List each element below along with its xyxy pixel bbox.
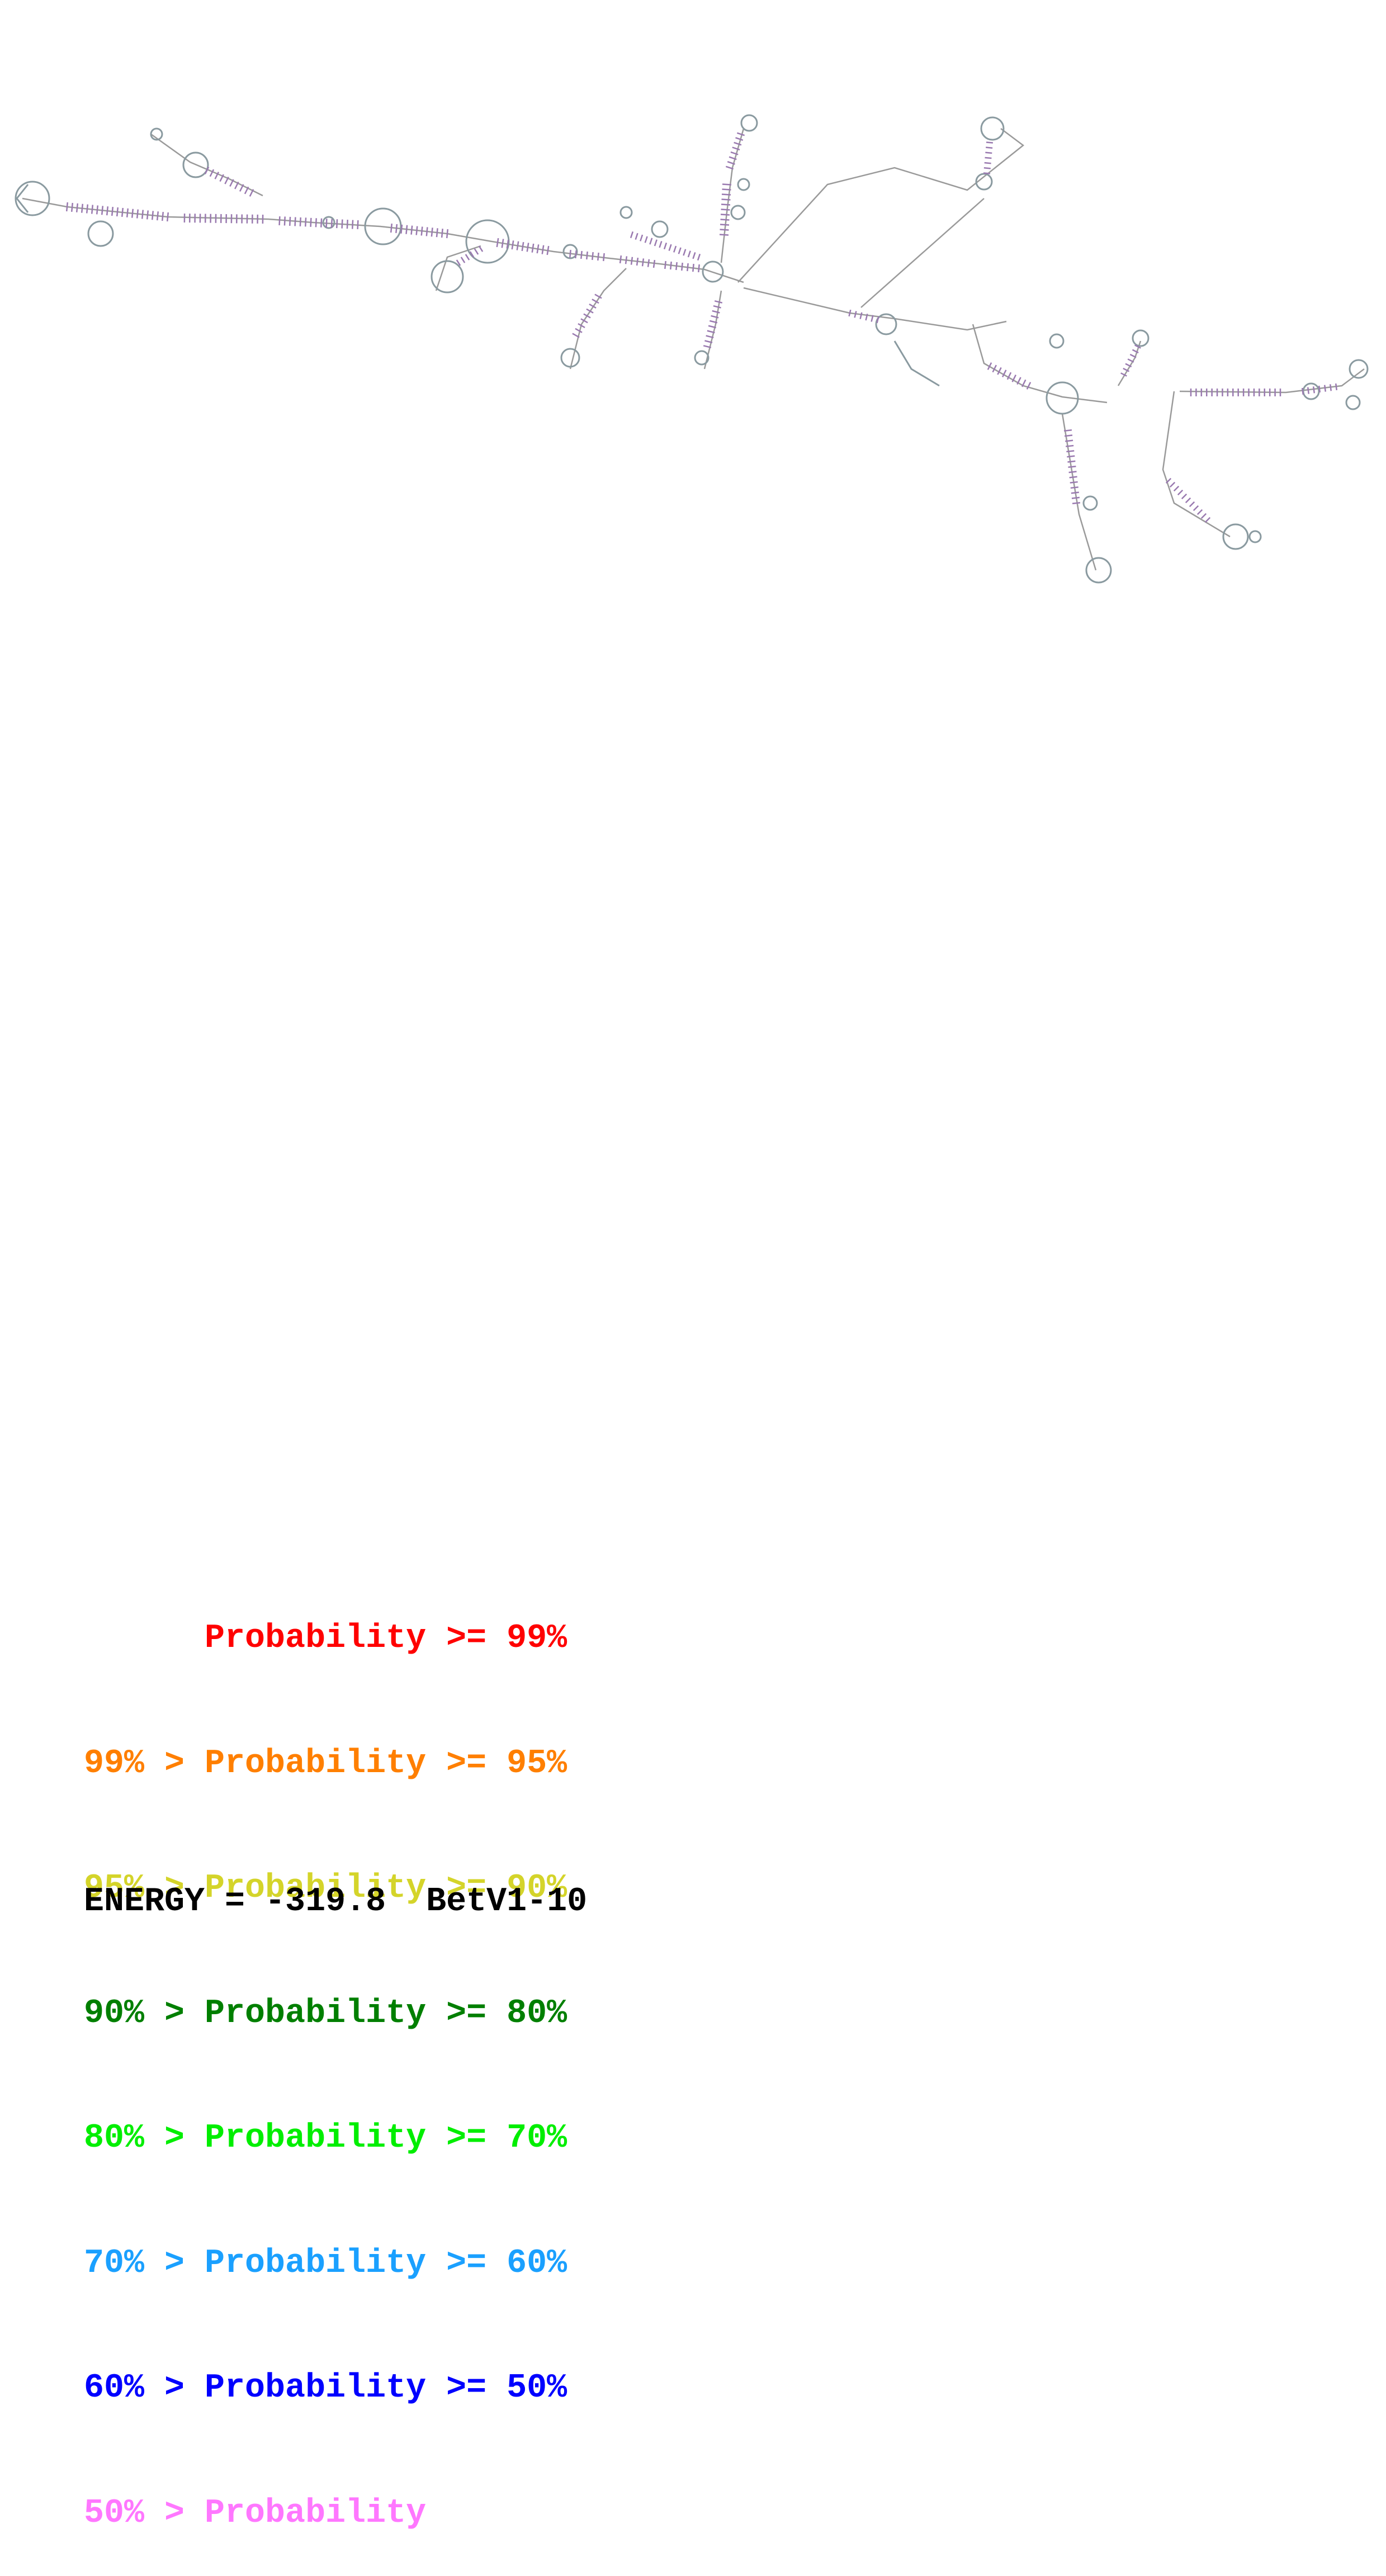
structure-stems (67, 133, 1337, 522)
structure-loop (738, 179, 749, 190)
structure-loop (741, 115, 757, 131)
structure-loop (652, 221, 668, 237)
structure-stem (631, 231, 700, 260)
legend-row-80-90: 90% > Probability >= 80% (84, 1993, 567, 2035)
structure-loop (1250, 531, 1261, 542)
branch-mid-down (436, 246, 481, 291)
sequence-name: BetV1-10 (426, 1883, 587, 1921)
connector-top (738, 129, 1023, 282)
energy-value: ENERGY = -319.8 (84, 1883, 386, 1921)
structure-loop (1223, 524, 1248, 549)
structure-loop (88, 221, 113, 246)
structure-stem (497, 238, 548, 255)
structure-stem (665, 261, 699, 272)
branch-right-up (1118, 341, 1141, 386)
structure-stem (988, 363, 1030, 390)
branch-ul (151, 134, 263, 196)
spine-left (22, 198, 744, 282)
structure-loop (1050, 334, 1063, 348)
structure-loop (1350, 360, 1368, 378)
structure-stem (457, 246, 483, 266)
structure-loop (16, 182, 49, 215)
structure-loop (1133, 330, 1148, 346)
branch-far-right (1163, 391, 1230, 537)
legend-row-lt50: 50% > Probability (84, 2493, 567, 2535)
structure-loop (1084, 496, 1097, 510)
structure-stem (726, 133, 744, 169)
legend-row-50-60: 60% > Probability >= 50% (84, 2367, 567, 2409)
hairpin-tail (895, 341, 939, 386)
structure-loops (16, 115, 1368, 583)
legend-row-60-70: 70% > Probability >= 60% (84, 2243, 567, 2285)
probability-legend: Probability >= 99% 99% > Probability >= … (84, 1535, 567, 2576)
structure-loop (695, 351, 708, 364)
legend-row-95-99: 99% > Probability >= 95% (84, 1743, 567, 1785)
structure-stem (67, 202, 168, 221)
tower (721, 129, 744, 263)
structure-loop (731, 206, 745, 219)
legend-row-70-80: 80% > Probability >= 70% (84, 2118, 567, 2160)
structure-stem (620, 255, 655, 268)
structure-stem (703, 301, 722, 347)
structure-backbone (22, 129, 1364, 570)
structure-loop (1346, 396, 1360, 409)
structure-loop (1303, 383, 1319, 399)
structure-loop (621, 207, 632, 218)
branch-right (973, 324, 1107, 402)
structure-stem (205, 167, 253, 197)
connector-diag (861, 198, 984, 307)
structure-loop (432, 261, 463, 292)
legend-row-ge99: Probability >= 99% (84, 1618, 567, 1660)
structure-loop (1086, 558, 1111, 583)
structure-stem (1064, 430, 1080, 504)
branch-right-down (1062, 414, 1096, 570)
structure-stem (983, 142, 993, 173)
structure-loop (981, 117, 1004, 140)
rna-secondary-structure (0, 0, 1386, 615)
energy-footer: ENERGY = -319.8 BetV1-10 (84, 1883, 587, 1921)
structure-loop (561, 349, 579, 367)
